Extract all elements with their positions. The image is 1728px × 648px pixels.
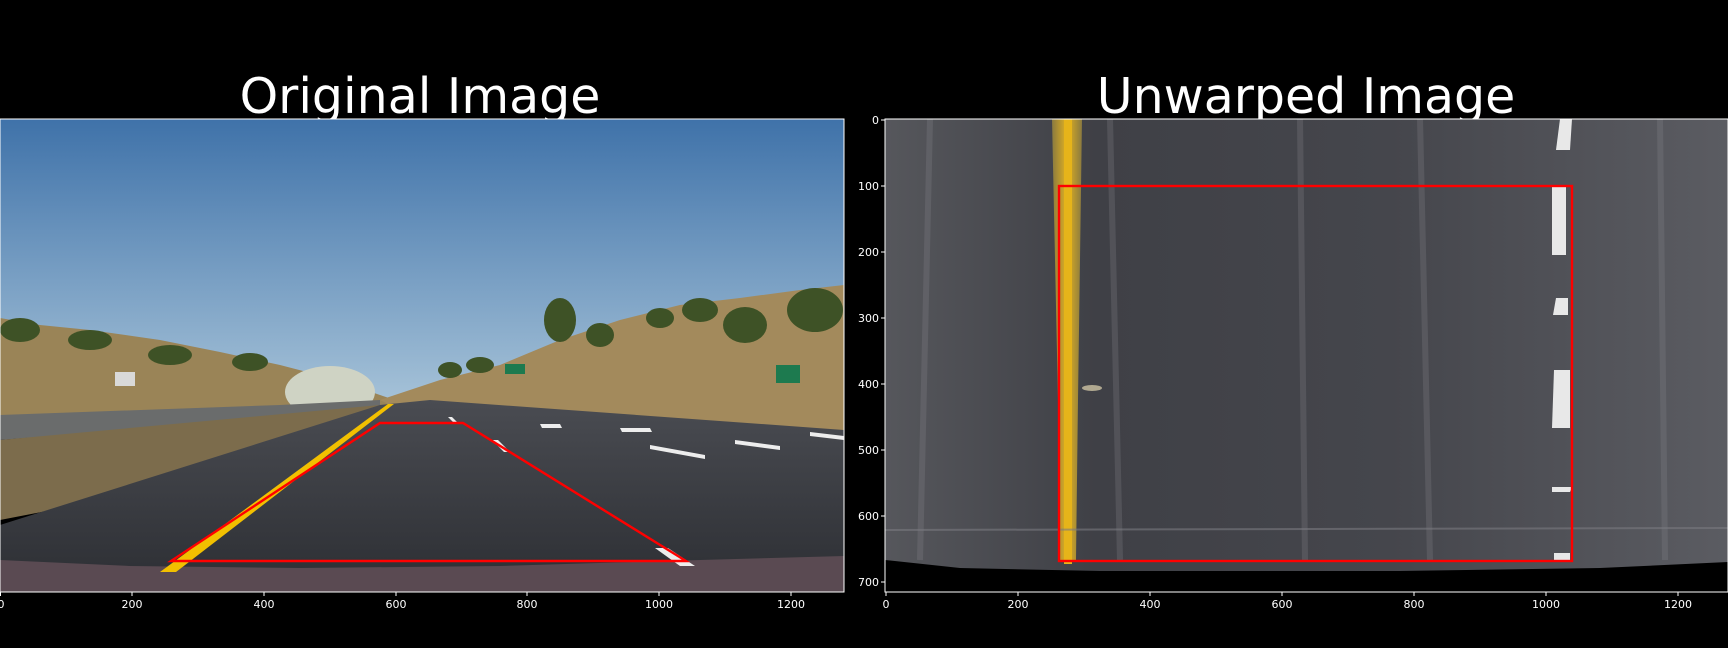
right-x-axis: 0 200 400 600 800 1000 1200 [883, 592, 1692, 611]
road-sign [115, 372, 135, 386]
x-tick-label: 400 [254, 598, 275, 611]
road-sign [505, 364, 525, 374]
source-region-outline [167, 421, 691, 563]
x-tick-label: 200 [122, 598, 143, 611]
right-axes-frame [884, 118, 1728, 593]
y-tick-label: 300 [858, 312, 879, 325]
x-tick-label: 1000 [1532, 598, 1560, 611]
car-hood [885, 560, 1728, 592]
destination-region-outline [1057, 184, 1574, 563]
x-tick-label: 800 [1404, 598, 1425, 611]
x-tick-label: 400 [1140, 598, 1161, 611]
road-seam [885, 527, 1728, 531]
x-tick-label: 1200 [1664, 598, 1692, 611]
y-tick-label: 200 [858, 246, 879, 259]
y-tick-label: 400 [858, 378, 879, 391]
trees [0, 288, 843, 378]
x-tick-label: 800 [517, 598, 538, 611]
road-sign [776, 365, 800, 383]
original-image [0, 119, 844, 592]
x-tick-label: 0 [883, 598, 890, 611]
y-tick-label: 100 [858, 180, 879, 193]
y-tick-label: 0 [872, 114, 879, 127]
unwarped-image [885, 119, 1728, 592]
y-tick-label: 700 [858, 576, 879, 589]
texture-streaks [917, 119, 1668, 561]
right-title: Unwarped Image [1097, 68, 1516, 125]
left-title: Original Image [240, 68, 601, 125]
median-barrier [0, 400, 380, 440]
x-tick-label: 600 [1272, 598, 1293, 611]
x-tick-label: 1200 [777, 598, 805, 611]
left-axes-frame [0, 118, 845, 593]
dry-grass [0, 405, 380, 520]
x-tick-label: 1000 [645, 598, 673, 611]
x-tick-label: 0 [0, 598, 5, 611]
x-tick-label: 200 [1008, 598, 1029, 611]
car-hood [0, 556, 844, 592]
left-x-axis: 0 200 400 600 800 1000 1200 [0, 592, 805, 611]
yellow-lane-core [1064, 119, 1072, 564]
x-tick-label: 600 [386, 598, 407, 611]
right-y-axis: 0 100 200 300 400 500 600 700 [858, 114, 885, 589]
warped-road [885, 119, 1728, 592]
road-mark [1082, 385, 1102, 391]
y-tick-label: 500 [858, 444, 879, 457]
white-lane-dashes [1552, 119, 1572, 560]
y-tick-label: 600 [858, 510, 879, 523]
